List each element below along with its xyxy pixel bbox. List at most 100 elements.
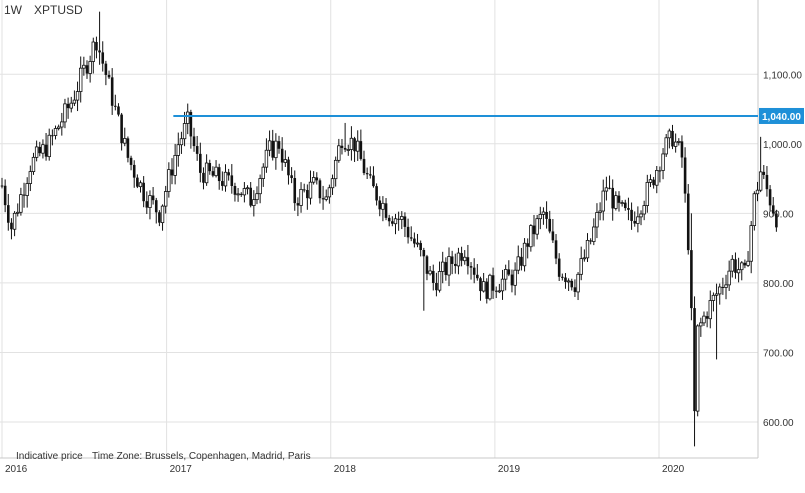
candle	[38, 141, 42, 157]
candle	[117, 103, 120, 117]
candle-body-up	[299, 188, 303, 206]
candle	[167, 162, 171, 198]
candle	[290, 167, 293, 184]
candle-body-down	[117, 106, 120, 115]
candle-body-up	[204, 162, 209, 184]
candle	[437, 261, 442, 293]
candle-body-down	[107, 74, 111, 78]
candle-body-down	[422, 250, 426, 257]
candle	[393, 213, 398, 235]
candle	[110, 68, 114, 115]
candle	[639, 210, 643, 226]
candle	[526, 238, 529, 259]
candle	[31, 152, 36, 175]
candle	[481, 272, 486, 293]
candle	[500, 269, 505, 300]
candle	[652, 176, 655, 189]
candle	[384, 198, 388, 221]
candle	[447, 247, 451, 287]
candle	[758, 136, 763, 193]
candle	[343, 122, 347, 153]
candle-body-down	[66, 103, 70, 109]
candle	[561, 273, 564, 281]
candle	[488, 273, 492, 301]
candle-body-up	[25, 183, 29, 196]
candle-body-up	[346, 149, 350, 151]
candle-body-up	[736, 269, 741, 274]
candle	[497, 283, 502, 294]
candle	[387, 214, 391, 227]
candle	[78, 56, 83, 103]
candle-body-down	[287, 159, 290, 176]
candle	[400, 211, 404, 230]
candle	[321, 185, 325, 210]
candle-body-down	[85, 65, 89, 74]
candle-body-down	[611, 187, 614, 209]
candle-body-down	[520, 256, 523, 266]
candle	[617, 191, 621, 212]
candle	[633, 211, 637, 227]
candle	[136, 174, 139, 189]
candle-body-up	[28, 171, 33, 184]
candle-body-down	[551, 231, 555, 241]
candle-body-up	[393, 218, 398, 225]
candle-body-up	[576, 273, 580, 293]
candle	[391, 216, 394, 227]
candle-body-down	[768, 189, 772, 206]
candle	[340, 138, 344, 155]
timeframe-label[interactable]: 1W	[4, 3, 22, 17]
candle	[479, 276, 482, 301]
candle	[170, 158, 174, 185]
candle-body-down	[10, 222, 13, 230]
candle	[28, 165, 33, 192]
candle-body-up	[356, 140, 360, 152]
candle	[154, 197, 158, 224]
candle	[516, 245, 520, 275]
candle	[664, 133, 668, 157]
candle-body-up	[47, 134, 51, 158]
candle-body-down	[627, 208, 630, 210]
candle-body-up	[75, 91, 80, 101]
candle	[397, 211, 400, 231]
candle	[589, 238, 592, 245]
candle	[176, 132, 180, 167]
candle-body-down	[444, 262, 448, 276]
candle-body-down	[22, 194, 26, 196]
candle-body-up	[513, 269, 517, 286]
candle	[714, 283, 719, 360]
candle-body-up	[88, 61, 92, 74]
candle	[365, 167, 369, 179]
candle-body-down	[98, 50, 101, 53]
candle-body-down	[195, 146, 199, 154]
candle	[711, 292, 716, 312]
candle-body-down	[510, 274, 514, 286]
candle-body-up	[566, 280, 571, 283]
candle	[66, 97, 70, 119]
candle	[686, 184, 690, 255]
candle	[129, 155, 133, 171]
candle-body-down	[403, 216, 407, 227]
candle-body-down	[221, 181, 224, 186]
candle	[245, 185, 250, 195]
y-tick-label: 900.00	[763, 209, 794, 220]
candle	[126, 136, 130, 163]
candle-body-up	[337, 145, 341, 161]
candle-body-down	[413, 238, 416, 244]
candle-body-up	[695, 325, 700, 412]
candle	[522, 238, 527, 272]
candle-body-up	[516, 256, 520, 271]
candle-body-down	[557, 258, 561, 277]
price-labels: 1,040.00	[759, 107, 804, 124]
candle-body-down	[189, 112, 193, 137]
candle	[645, 174, 650, 213]
candle-body-down	[375, 186, 378, 201]
candle-body-up	[755, 189, 760, 195]
candle	[69, 96, 73, 113]
candle-body-down	[671, 130, 674, 147]
candle	[661, 148, 665, 180]
candle-body-down	[239, 193, 243, 195]
candle	[415, 233, 420, 248]
candle-body-down	[771, 205, 775, 214]
